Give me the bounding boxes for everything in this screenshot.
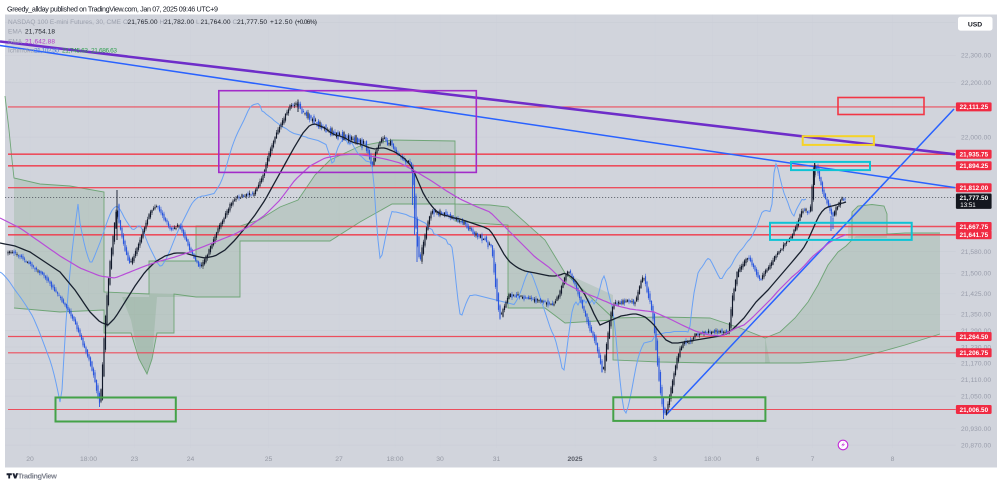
- svg-text:21,686.63: 21,686.63: [91, 47, 117, 54]
- svg-text:8: 8: [891, 456, 895, 463]
- svg-text:21,230.00: 21,230.00: [961, 344, 991, 351]
- svg-text:21,754.18: 21,754.18: [25, 29, 55, 36]
- svg-text:25: 25: [265, 456, 273, 463]
- svg-text:21,580.00: 21,580.00: [961, 249, 991, 256]
- svg-text:USD: USD: [968, 21, 982, 28]
- svg-text:3: 3: [653, 456, 657, 463]
- svg-text:20: 20: [26, 456, 34, 463]
- svg-text:21,170.00: 21,170.00: [961, 361, 991, 368]
- svg-text:31: 31: [493, 456, 501, 463]
- svg-text:22,300.00: 22,300.00: [961, 53, 991, 60]
- svg-text:O: O: [123, 19, 128, 26]
- svg-text:21,264.50: 21,264.50: [960, 334, 989, 341]
- svg-text:+12.50: +12.50: [270, 19, 293, 26]
- svg-text:24: 24: [187, 456, 195, 463]
- svg-text:20,870.00: 20,870.00: [961, 442, 991, 449]
- svg-text:L: L: [196, 19, 200, 26]
- svg-text:Ichimoku: Ichimoku: [8, 47, 34, 54]
- svg-text:Greedy_allday published on Tra: Greedy_allday published on TradingView.c…: [7, 4, 218, 13]
- svg-text:18:00: 18:00: [704, 456, 721, 463]
- svg-text:6: 6: [756, 456, 760, 463]
- svg-text:21,667.75: 21,667.75: [960, 224, 989, 231]
- svg-text:21,777.50: 21,777.50: [237, 19, 267, 26]
- svg-text:H: H: [160, 19, 165, 26]
- svg-text:7: 7: [811, 456, 815, 463]
- svg-text:21,006.50: 21,006.50: [960, 407, 989, 414]
- svg-text:21,050.00: 21,050.00: [961, 393, 991, 400]
- svg-text:C: C: [233, 19, 238, 26]
- svg-text:21,350.00: 21,350.00: [961, 312, 991, 319]
- svg-text:27: 27: [335, 456, 343, 463]
- svg-text:21,642.88: 21,642.88: [25, 38, 55, 45]
- svg-text:21,500.00: 21,500.00: [961, 271, 991, 278]
- svg-text:22,000.00: 22,000.00: [961, 134, 991, 141]
- svg-text:21,110.00: 21,110.00: [961, 377, 991, 384]
- svg-text:TradingView: TradingView: [18, 472, 57, 481]
- svg-text:21,206.75: 21,206.75: [960, 350, 989, 357]
- svg-text:NASDAQ 100 E-mini Futures, 30,: NASDAQ 100 E-mini Futures, 30, CME: [8, 19, 122, 26]
- svg-text:21,812.00: 21,812.00: [960, 185, 989, 192]
- svg-text:2025: 2025: [567, 456, 582, 463]
- svg-text:13:51: 13:51: [960, 202, 976, 209]
- svg-text:23: 23: [131, 456, 139, 463]
- svg-text:21,764.00: 21,764.00: [201, 19, 231, 26]
- svg-text:21,782.00: 21,782.00: [164, 19, 194, 26]
- svg-text:22,111.25: 22,111.25: [960, 104, 989, 111]
- svg-text:18:00: 18:00: [80, 456, 97, 463]
- svg-text:22,200.00: 22,200.00: [961, 80, 991, 87]
- svg-text:21,641.75: 21,641.75: [960, 232, 989, 239]
- svg-text:SMA: SMA: [8, 38, 23, 45]
- svg-text:21,745.63: 21,745.63: [62, 47, 88, 54]
- svg-text:21,777.50: 21,777.50: [960, 195, 989, 202]
- svg-text:20,930.00: 20,930.00: [961, 426, 991, 433]
- svg-text:18:00: 18:00: [386, 456, 403, 463]
- svg-text:(+0.06%): (+0.06%): [295, 19, 317, 26]
- svg-text:30: 30: [436, 456, 444, 463]
- svg-text:21,894.25: 21,894.25: [960, 163, 989, 170]
- svg-text:21,425.00: 21,425.00: [961, 291, 991, 298]
- svg-text:21,765.00: 21,765.00: [128, 19, 158, 26]
- svg-text:21,102.50: 21,102.50: [34, 47, 59, 54]
- svg-text:21,290.00: 21,290.00: [961, 328, 991, 335]
- svg-text:21,935.75: 21,935.75: [960, 152, 989, 159]
- svg-text:EMA: EMA: [8, 29, 23, 36]
